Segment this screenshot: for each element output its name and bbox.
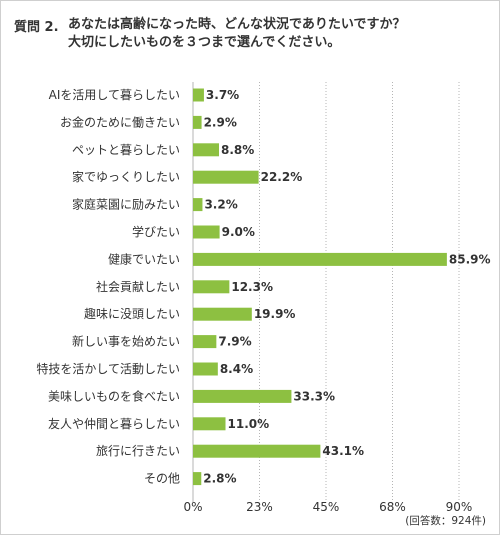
value-label: 33.3% bbox=[293, 389, 335, 403]
value-label: 3.2% bbox=[204, 198, 237, 212]
category-label: 趣味に没頭したい bbox=[84, 306, 180, 321]
question-label: 質問 2. bbox=[14, 20, 59, 35]
category-label: ペットと暮らしたい bbox=[72, 143, 180, 157]
category-label: 美味しいものを食べたい bbox=[48, 388, 180, 403]
value-label: 7.9% bbox=[218, 335, 251, 349]
bar bbox=[193, 143, 220, 157]
bar bbox=[193, 88, 204, 102]
tick-label: 45% bbox=[313, 500, 340, 514]
question-text: あなたは高齢になった時、どんな状況でありたいですか？ 大切にしたいものを３つまで… bbox=[68, 16, 405, 52]
bar bbox=[193, 472, 202, 486]
tick-label: 0% bbox=[183, 500, 202, 514]
tick-labels: 0% 23% 45% 68% 90% bbox=[183, 500, 472, 514]
value-label: 8.8% bbox=[221, 143, 254, 157]
bar bbox=[193, 225, 220, 239]
value-label: 22.2% bbox=[261, 170, 303, 184]
value-label: 2.8% bbox=[203, 472, 236, 486]
bar bbox=[193, 170, 259, 184]
value-label: 8.4% bbox=[220, 362, 253, 376]
category-label: 家でゆっくりしたい bbox=[72, 169, 180, 184]
bars bbox=[193, 88, 447, 486]
response-count-note: (回答数：924件) bbox=[405, 514, 486, 527]
tick-label: 23% bbox=[246, 500, 273, 514]
bar bbox=[193, 417, 226, 431]
value-labels: 3.7% 2.9% 8.8% 22.2% 3.2% 9.0% 85.9% 12.3% 19.9%… bbox=[203, 88, 490, 486]
category-label: 特技を活かして活動したい bbox=[36, 361, 180, 376]
value-label: 3.7% bbox=[206, 88, 239, 102]
category-label: 家庭菜園に励みたい bbox=[72, 197, 180, 212]
category-label: 旅行に行きたい bbox=[96, 444, 180, 458]
category-label: AIを活用して暮らしたい bbox=[49, 88, 180, 102]
question-line-2: 大切にしたいものを３つまで選んでください。 bbox=[68, 35, 341, 50]
value-label: 2.9% bbox=[204, 115, 237, 129]
category-label: お金のために働きたい bbox=[60, 114, 180, 129]
category-label: 社会貢献したい bbox=[96, 279, 180, 294]
tick-label: 68% bbox=[379, 500, 406, 514]
category-label: その他 bbox=[144, 472, 180, 486]
bar bbox=[193, 362, 218, 376]
bar bbox=[193, 444, 321, 458]
value-label: 9.0% bbox=[222, 225, 255, 239]
bar bbox=[193, 389, 292, 403]
question-line-1: あなたは高齢になった時、どんな状況でありたいですか？ bbox=[68, 17, 406, 32]
category-label: 学びたい bbox=[132, 224, 180, 239]
bar bbox=[193, 335, 217, 349]
bar bbox=[193, 252, 447, 266]
category-labels: AIを活用して暮らしたいお金のために働きたいペットと暮らしたい家でゆっくりしたい… bbox=[36, 88, 180, 486]
value-label: 12.3% bbox=[231, 280, 273, 294]
category-label: 友人や仲間と暮らしたい bbox=[48, 417, 180, 431]
bar bbox=[193, 307, 252, 321]
value-label: 85.9% bbox=[449, 252, 491, 266]
value-label: 19.9% bbox=[254, 307, 296, 321]
category-label: 健康でいたい bbox=[108, 251, 180, 266]
value-label: 11.0% bbox=[228, 417, 270, 431]
value-label: 43.1% bbox=[322, 444, 364, 458]
tick-label: 90% bbox=[446, 500, 473, 514]
bar bbox=[193, 280, 230, 294]
bar bbox=[193, 198, 203, 212]
bar bbox=[193, 115, 202, 129]
category-label: 新しい事を始めたい bbox=[72, 334, 180, 349]
